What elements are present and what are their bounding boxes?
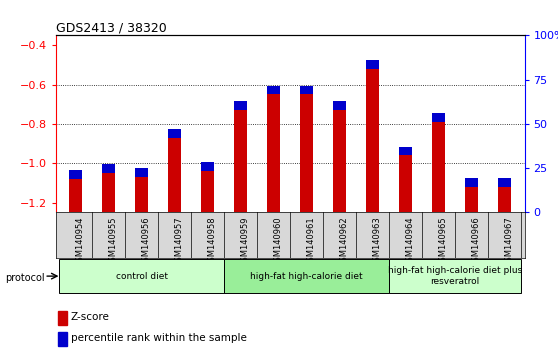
Bar <box>432 113 445 122</box>
Bar <box>300 95 313 212</box>
FancyBboxPatch shape <box>389 259 521 293</box>
Bar <box>102 164 115 173</box>
Text: protocol: protocol <box>6 273 45 283</box>
Bar <box>102 173 115 212</box>
Bar <box>498 187 511 212</box>
Text: GDS2413 / 38320: GDS2413 / 38320 <box>56 21 166 34</box>
Bar <box>432 122 445 212</box>
Text: high-fat high-calorie diet plus
resveratrol: high-fat high-calorie diet plus resverat… <box>388 267 522 286</box>
Bar <box>366 69 379 212</box>
Text: percentile rank within the sample: percentile rank within the sample <box>71 333 247 343</box>
Bar <box>58 312 66 325</box>
Bar <box>399 155 412 212</box>
Text: GSM140955: GSM140955 <box>109 216 118 267</box>
Bar <box>465 178 478 187</box>
Text: high-fat high-calorie diet: high-fat high-calorie diet <box>251 272 363 281</box>
Text: GSM140959: GSM140959 <box>240 216 249 267</box>
Bar <box>69 170 82 179</box>
Text: GSM140966: GSM140966 <box>472 216 480 267</box>
Text: GSM140964: GSM140964 <box>406 216 415 267</box>
Bar <box>58 332 66 346</box>
Text: GSM140958: GSM140958 <box>208 216 217 267</box>
Bar <box>267 86 280 95</box>
Text: Z-score: Z-score <box>71 312 110 322</box>
Bar <box>135 177 148 212</box>
Text: GSM140956: GSM140956 <box>142 216 151 267</box>
Text: GSM140965: GSM140965 <box>439 216 448 267</box>
Bar <box>234 110 247 212</box>
Bar <box>69 179 82 212</box>
Bar <box>234 101 247 110</box>
Bar <box>333 101 347 110</box>
FancyBboxPatch shape <box>224 259 389 293</box>
Bar <box>333 110 347 212</box>
Text: GSM140960: GSM140960 <box>273 216 283 267</box>
Bar <box>135 168 148 177</box>
Text: control diet: control diet <box>116 272 167 281</box>
Bar <box>201 162 214 171</box>
Bar <box>465 187 478 212</box>
Bar <box>267 95 280 212</box>
Bar <box>201 171 214 212</box>
Bar <box>168 138 181 212</box>
Bar <box>300 86 313 95</box>
Text: GSM140963: GSM140963 <box>373 216 382 267</box>
Text: GSM140957: GSM140957 <box>175 216 184 267</box>
Text: GSM140954: GSM140954 <box>75 216 85 267</box>
Bar <box>168 129 181 138</box>
Bar <box>399 147 412 155</box>
FancyBboxPatch shape <box>59 259 224 293</box>
Bar <box>366 60 379 69</box>
Bar <box>498 178 511 187</box>
Text: GSM140962: GSM140962 <box>340 216 349 267</box>
Text: GSM140961: GSM140961 <box>307 216 316 267</box>
Text: GSM140967: GSM140967 <box>505 216 514 267</box>
